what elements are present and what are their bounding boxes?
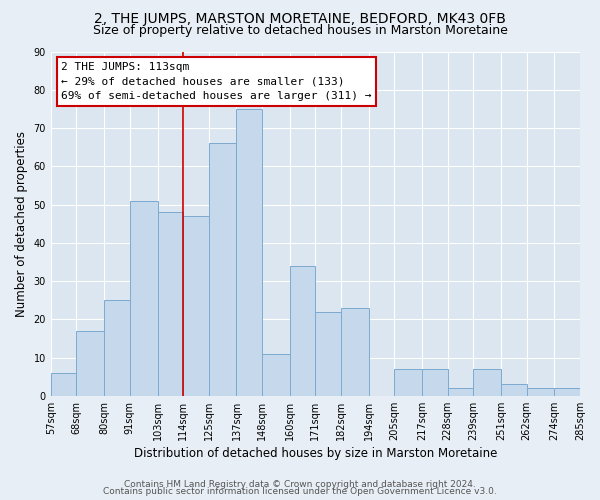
Bar xyxy=(130,200,158,396)
Bar xyxy=(448,388,473,396)
Bar xyxy=(341,308,369,396)
Text: 2, THE JUMPS, MARSTON MORETAINE, BEDFORD, MK43 0FB: 2, THE JUMPS, MARSTON MORETAINE, BEDFORD… xyxy=(94,12,506,26)
Bar xyxy=(104,300,130,396)
Bar xyxy=(473,369,501,396)
Bar xyxy=(262,354,290,396)
Bar xyxy=(394,369,422,396)
Bar xyxy=(209,144,236,396)
Bar xyxy=(158,212,183,396)
Bar xyxy=(501,384,527,396)
X-axis label: Distribution of detached houses by size in Marston Moretaine: Distribution of detached houses by size … xyxy=(134,447,497,460)
Bar xyxy=(51,373,76,396)
Bar xyxy=(554,388,580,396)
Text: Contains HM Land Registry data © Crown copyright and database right 2024.: Contains HM Land Registry data © Crown c… xyxy=(124,480,476,489)
Y-axis label: Number of detached properties: Number of detached properties xyxy=(15,130,28,316)
Text: Contains public sector information licensed under the Open Government Licence v3: Contains public sector information licen… xyxy=(103,487,497,496)
Bar xyxy=(316,312,341,396)
Bar xyxy=(422,369,448,396)
Bar xyxy=(290,266,316,396)
Bar xyxy=(76,331,104,396)
Bar xyxy=(236,109,262,396)
Text: 2 THE JUMPS: 113sqm
← 29% of detached houses are smaller (133)
69% of semi-detac: 2 THE JUMPS: 113sqm ← 29% of detached ho… xyxy=(61,62,372,102)
Text: Size of property relative to detached houses in Marston Moretaine: Size of property relative to detached ho… xyxy=(92,24,508,37)
Bar xyxy=(183,216,209,396)
Bar xyxy=(527,388,554,396)
